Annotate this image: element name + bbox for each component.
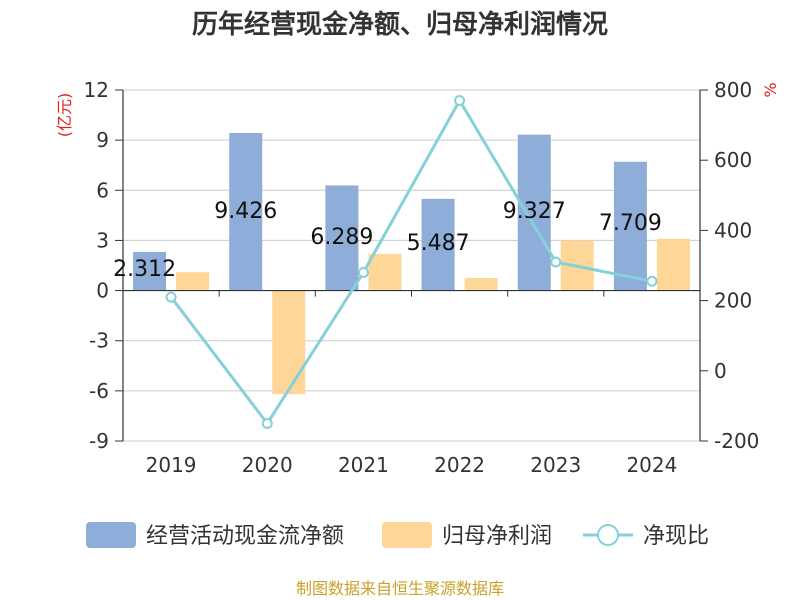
data-label: 5.487	[407, 231, 470, 256]
right-axis-unit: %	[761, 82, 780, 97]
legend-swatch-net-profit	[382, 522, 432, 548]
ratio-point	[357, 267, 369, 279]
x-tick-label: 2020	[242, 453, 293, 477]
legend-label-net-profit: 归母净利润	[442, 524, 552, 549]
legend-swatch-operating-cashflow	[86, 522, 136, 548]
data-label: 7.709	[599, 211, 662, 236]
left-tick-label: 0	[96, 279, 109, 303]
chart-title: 历年经营现金净额、归母净利润情况	[192, 9, 608, 40]
bar-operating-cashflow	[133, 251, 167, 291]
right-tick-label: 0	[714, 359, 727, 383]
x-tick-label: 2022	[434, 453, 485, 477]
right-tick-label: -200	[714, 429, 759, 453]
legend-marker-ratio	[597, 524, 619, 546]
bar-operating-cashflow	[229, 133, 263, 291]
x-tick-label: 2023	[530, 453, 581, 477]
data-label: 2.312	[113, 257, 176, 282]
bar-operating-cashflow	[613, 161, 647, 291]
legend-label-ratio: 净现比	[643, 524, 709, 549]
left-tick-label: -3	[89, 329, 109, 353]
left-tick-label: -9	[89, 429, 109, 453]
ratio-point	[454, 95, 466, 107]
bar-operating-cashflow	[421, 198, 455, 291]
right-tick-label: 800	[714, 78, 752, 102]
data-label: 9.426	[214, 199, 277, 224]
x-tick-label: 2024	[626, 453, 677, 477]
bar-net-profit	[368, 253, 402, 291]
left-axis-unit: (亿元)	[55, 93, 74, 138]
axes: 12 9 6 3 0 -3 -6 -9 800 600 400 200 0 -200 2019 2020 202…	[84, 78, 760, 477]
bar-net-profit	[656, 238, 690, 291]
legend: 经营活动现金流净额 归母净利润 净现比	[86, 522, 709, 549]
ratio-point	[165, 291, 177, 303]
x-tick-label: 2019	[146, 453, 197, 477]
bar-operating-cashflow	[517, 134, 551, 291]
bar-net-profit	[272, 290, 306, 395]
left-tick-label: 6	[96, 178, 109, 202]
left-tick-label: 9	[96, 128, 109, 152]
x-tick-label: 2021	[338, 453, 389, 477]
ratio-point	[550, 256, 562, 268]
ratio-line	[165, 95, 658, 429]
left-tick-label: -6	[89, 379, 109, 403]
data-labels: 2.312 9.426 6.289 5.487 9.327 7.709	[113, 199, 662, 282]
right-tick-label: 600	[714, 148, 752, 172]
bar-net-profit	[464, 278, 498, 291]
bar-net-profit	[176, 272, 210, 291]
left-tick-label: 3	[96, 228, 109, 252]
legend-label-operating-cashflow: 经营活动现金流净额	[146, 524, 344, 549]
right-tick-label: 200	[714, 289, 752, 313]
left-tick-label: 12	[84, 78, 109, 102]
right-tick-label: 400	[714, 218, 752, 242]
data-label: 6.289	[310, 225, 373, 250]
ratio-point	[261, 417, 273, 429]
bar-operating-cashflow	[325, 185, 359, 291]
data-label: 9.327	[503, 199, 566, 224]
ratio-point	[646, 275, 658, 287]
ratio-line-path	[169, 97, 653, 427]
bars	[133, 133, 690, 395]
source-note: 制图数据来自恒生聚源数据库	[296, 579, 504, 598]
gridlines	[123, 89, 700, 442]
